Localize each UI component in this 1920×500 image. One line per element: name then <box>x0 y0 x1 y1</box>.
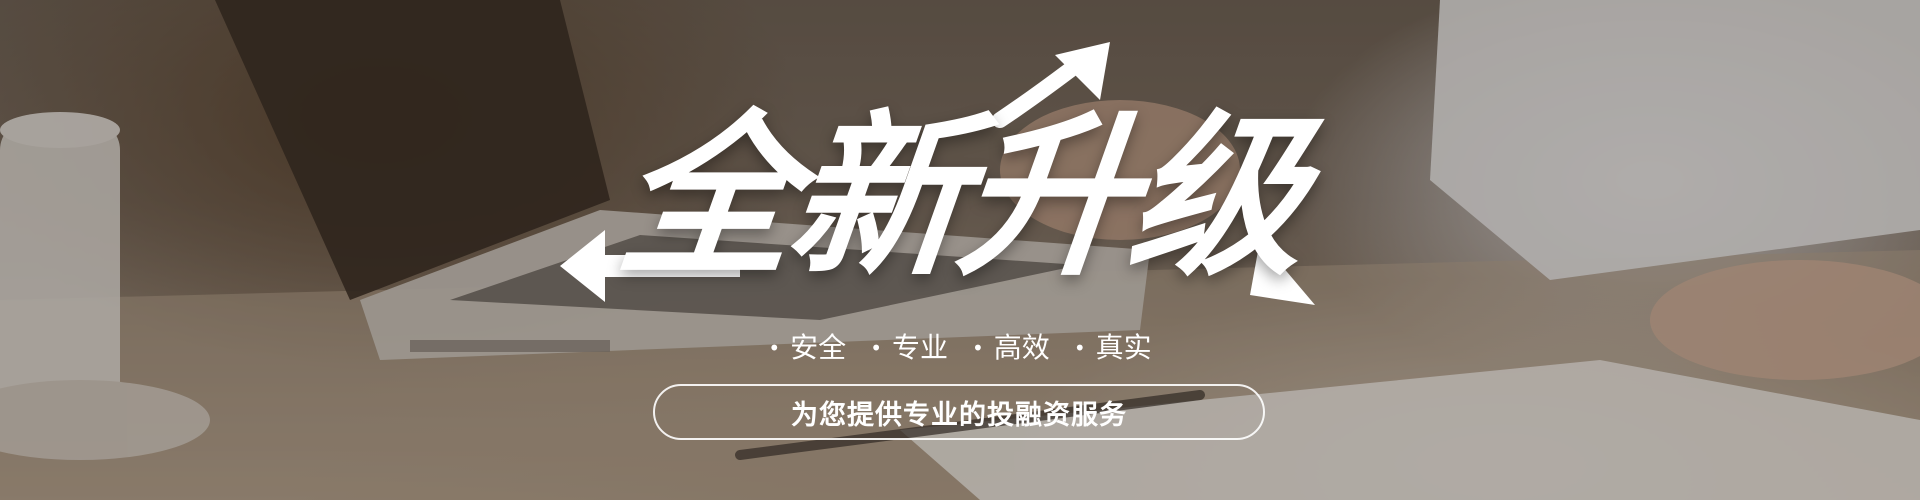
arrowhead-up-right-icon <box>1055 42 1110 100</box>
shirt-sleeve <box>1430 0 1920 280</box>
headline-arrows <box>560 42 1315 305</box>
arrow-left-shaft <box>580 255 740 277</box>
feature-item: • 安全 <box>768 328 846 368</box>
laptop-ports <box>410 340 610 352</box>
feature-label: 高效 <box>993 331 1050 364</box>
tagline-pill: 为您提供专业的投融资服务 <box>653 384 1265 440</box>
bullet: • <box>768 336 781 360</box>
bullet: • <box>972 336 984 360</box>
feature-item: • 专业 <box>870 328 948 368</box>
arrowhead-left-icon <box>560 230 605 302</box>
hand-left <box>1000 100 1240 240</box>
papers <box>900 360 1920 500</box>
laptop-screen <box>215 0 610 300</box>
coffee-cup <box>0 112 210 460</box>
feature-label: 专业 <box>891 331 948 364</box>
pen <box>735 390 1205 460</box>
headline-title: 全新升级 <box>609 95 1311 300</box>
bullet: • <box>1073 336 1086 360</box>
feature-item: • 高效 <box>972 328 1050 368</box>
feature-label: 真实 <box>1095 331 1152 364</box>
feature-item: • 真实 <box>1074 328 1152 368</box>
arrowhead-down-right-icon <box>1250 240 1315 305</box>
feature-label: 安全 <box>790 331 847 364</box>
hand-right <box>1650 260 1920 380</box>
tagline-text: 为您提供专业的投融资服务 <box>791 399 1127 431</box>
arrow-up-right-icon <box>992 62 1078 128</box>
bullet: • <box>870 336 882 360</box>
feature-list: • 安全 • 专业 • 高效 • 真实 <box>700 328 1220 368</box>
